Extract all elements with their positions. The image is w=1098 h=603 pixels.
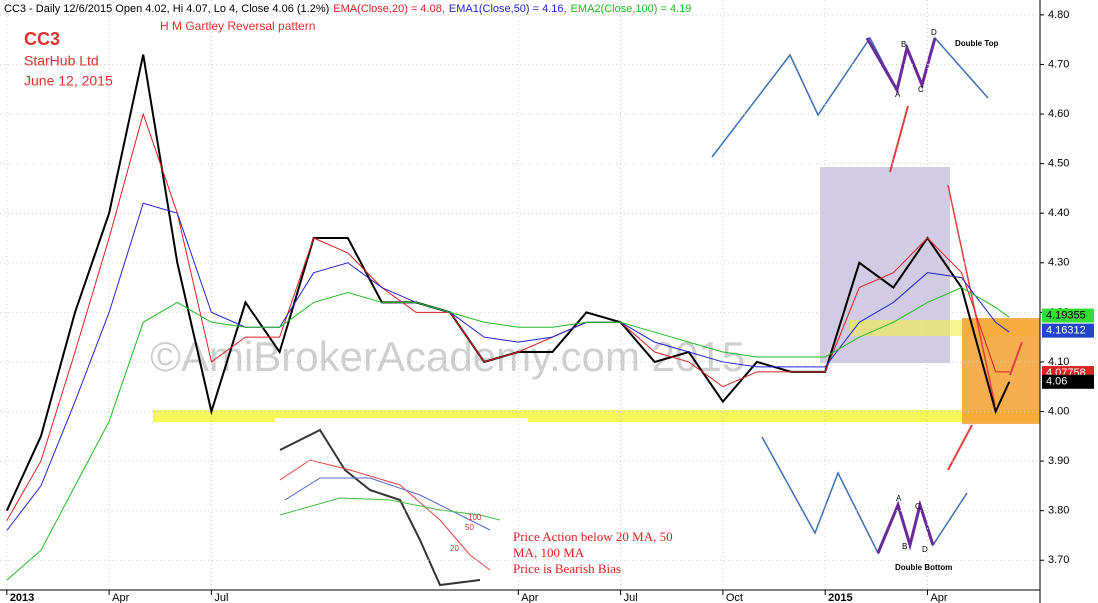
y-tick-label: 4.60: [1048, 108, 1069, 120]
x-tick-label: 2015: [828, 592, 852, 603]
pattern-point: B: [901, 40, 906, 49]
series-line: [6, 287, 1010, 581]
pattern-point: D: [922, 545, 928, 554]
y-tick-label: 4.10: [1048, 356, 1069, 368]
price-badge-label: 4.16312: [1046, 325, 1086, 337]
symbol: CC3: [24, 29, 60, 49]
header-part: EMA(Close,20) = 4.08,: [333, 3, 445, 15]
pattern-title: Double Bottom: [895, 563, 952, 572]
inset-price: [279, 428, 481, 587]
inset-ema20: [279, 459, 491, 571]
y-tick-label: 4.00: [1048, 405, 1069, 417]
inset-label: 20: [450, 544, 459, 553]
pattern-point: A: [895, 90, 901, 99]
note: MA, 100 MA: [513, 545, 585, 560]
double-top-pattern: [865, 37, 937, 95]
header-part: EMA1(Close,50) = 4.16,: [449, 3, 567, 15]
company: StarHub Ltd: [24, 53, 99, 69]
inset: [275, 418, 528, 600]
price-badge: [1042, 374, 1094, 389]
x-tick-label: Apr: [521, 592, 538, 603]
header-part: EMA2(Close,100) = 4.19: [571, 3, 692, 15]
double-bottom-pattern: [876, 499, 935, 554]
inset-ema100: [279, 497, 501, 521]
arrow: [947, 184, 996, 406]
x-tick-label: Apr: [112, 592, 129, 603]
pattern-point: C: [918, 85, 924, 94]
x-tick-label: 2013: [10, 592, 34, 603]
y-tick-label: 4.40: [1048, 207, 1069, 219]
price-badge: [1042, 308, 1094, 323]
y-tick-label: 3.80: [1048, 505, 1069, 517]
inset-ema50: [284, 477, 491, 531]
note: Price Action below 20 MA, 50: [513, 529, 673, 544]
pattern-title: Double Top: [955, 39, 999, 48]
date: June 12, 2015: [24, 73, 113, 89]
watermark: ©AmiBrokerAcademy.com 2015: [150, 333, 745, 380]
header: CC3 - Daily 12/6/2015 Open 4.02, Hi 4.07…: [4, 3, 691, 15]
y-tick-label: 4.70: [1048, 58, 1069, 70]
pattern-point: D: [931, 28, 937, 37]
chart-title: H M Gartley Reversal pattern: [160, 19, 315, 33]
annotation-shapes: [0, 0, 1041, 603]
arrow: [889, 105, 909, 173]
arrow: [947, 424, 973, 471]
inset-label: 50: [465, 523, 474, 532]
pattern-point: C: [915, 502, 921, 511]
price-badge-label: 4.06: [1046, 376, 1067, 388]
inset-label: 100: [468, 513, 482, 522]
x-tick-label: Apr: [930, 592, 947, 603]
price-badge: [1042, 323, 1094, 338]
y-tick-label: 3.90: [1048, 455, 1069, 467]
note: Price is Bearish Bias: [513, 561, 621, 576]
x-tick-label: Oct: [726, 592, 743, 603]
series-line: [6, 202, 1010, 531]
y-tick-label: 4.50: [1048, 158, 1069, 170]
pattern-point: B: [902, 542, 907, 551]
y-tick-label: 3.70: [1048, 554, 1069, 566]
arrow: [1009, 341, 1023, 376]
x-tick-label: Jul: [214, 592, 228, 603]
price-badge-label: 4.19355: [1046, 309, 1086, 321]
pattern-point: A: [896, 494, 902, 503]
x-tick-label: Jul: [624, 592, 638, 603]
header-part: CC3 - Daily 12/6/2015 Open 4.02, Hi 4.07…: [4, 3, 329, 15]
y-tick-label: 4.30: [1048, 257, 1069, 269]
y-tick-label: 4.80: [1048, 9, 1069, 21]
